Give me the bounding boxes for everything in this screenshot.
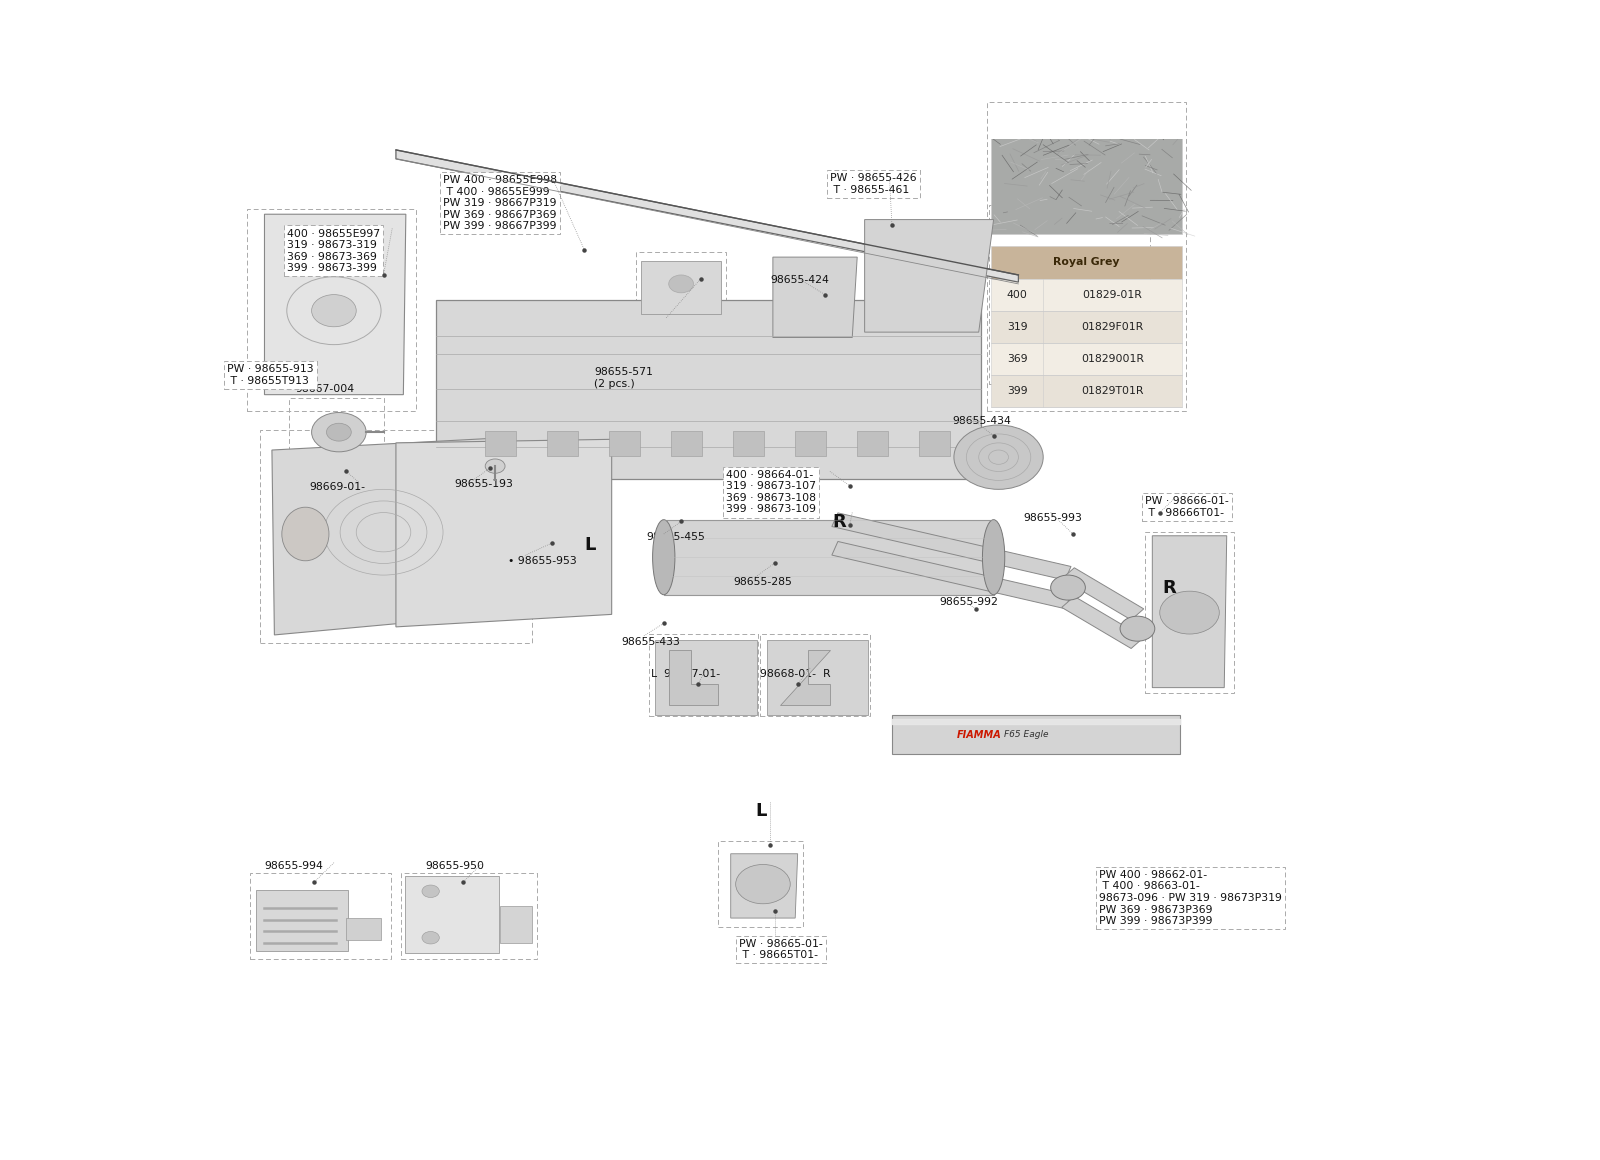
Text: 98669-01-: 98669-01-	[309, 483, 365, 492]
FancyBboxPatch shape	[547, 432, 578, 456]
Text: L: L	[584, 536, 595, 553]
Text: R: R	[832, 513, 846, 530]
FancyBboxPatch shape	[733, 432, 765, 456]
Text: 98655-285: 98655-285	[733, 577, 792, 587]
FancyBboxPatch shape	[435, 300, 981, 479]
Circle shape	[669, 275, 693, 292]
Text: 98655-992: 98655-992	[939, 596, 998, 607]
Text: L  98667-01-: L 98667-01-	[651, 669, 720, 679]
Circle shape	[312, 413, 366, 451]
FancyBboxPatch shape	[990, 375, 1182, 407]
FancyBboxPatch shape	[485, 432, 517, 456]
Polygon shape	[395, 440, 611, 626]
Polygon shape	[832, 542, 1070, 609]
Text: PW · 98665-01-
 T · 98665T01-: PW · 98665-01- T · 98665T01-	[739, 938, 822, 960]
FancyBboxPatch shape	[990, 311, 1182, 343]
Circle shape	[422, 885, 440, 898]
Polygon shape	[264, 215, 406, 394]
Polygon shape	[395, 150, 1019, 282]
Ellipse shape	[653, 520, 675, 595]
Circle shape	[736, 864, 790, 904]
Text: 98655-193: 98655-193	[454, 479, 514, 488]
Circle shape	[1160, 592, 1219, 635]
FancyBboxPatch shape	[795, 432, 826, 456]
Circle shape	[422, 931, 440, 944]
Text: 98655-571
(2 pcs.): 98655-571 (2 pcs.)	[594, 367, 653, 389]
Text: 399: 399	[1006, 386, 1027, 396]
FancyBboxPatch shape	[766, 640, 869, 716]
Text: 98667-004: 98667-004	[296, 384, 355, 394]
Ellipse shape	[282, 507, 330, 560]
Text: PW · 98655-426
 T · 98655-461: PW · 98655-426 T · 98655-461	[830, 173, 917, 195]
FancyBboxPatch shape	[990, 246, 1182, 278]
FancyBboxPatch shape	[501, 906, 533, 943]
Text: 01829-01R: 01829-01R	[1083, 290, 1142, 299]
Text: PW · 98655-913
 T · 98655T913: PW · 98655-913 T · 98655T913	[227, 364, 314, 386]
Text: L: L	[755, 802, 766, 820]
Text: F65 Eagle: F65 Eagle	[1003, 730, 1048, 739]
FancyBboxPatch shape	[918, 432, 950, 456]
FancyBboxPatch shape	[990, 343, 1182, 375]
Text: 369: 369	[1006, 354, 1027, 364]
Polygon shape	[669, 650, 718, 705]
Text: 98655-434: 98655-434	[952, 416, 1011, 426]
FancyBboxPatch shape	[642, 261, 720, 314]
Text: 98655-993: 98655-993	[1024, 513, 1082, 522]
Text: 98655-994: 98655-994	[264, 861, 323, 871]
Circle shape	[485, 459, 506, 473]
FancyBboxPatch shape	[990, 93, 1182, 234]
FancyBboxPatch shape	[405, 876, 499, 952]
Text: PW 400 · 98655E998
 T 400 · 98655E999
PW 319 · 98667P319
PW 369 · 98667P369
PW 3: PW 400 · 98655E998 T 400 · 98655E999 PW …	[443, 175, 557, 231]
FancyBboxPatch shape	[858, 432, 888, 456]
Polygon shape	[891, 716, 1179, 754]
Text: 98668-01-  R: 98668-01- R	[760, 669, 830, 679]
Polygon shape	[864, 219, 994, 332]
Text: PW 400 · 98662-01-
 T 400 · 98663-01-
98673-096 · PW 319 · 98673P319
PW 369 · 98: PW 400 · 98662-01- T 400 · 98663-01- 986…	[1099, 870, 1282, 926]
Polygon shape	[664, 520, 994, 595]
Text: 01829001R: 01829001R	[1082, 354, 1144, 364]
Text: 400 · 98655E997
319 · 98673-319
369 · 98673-369
399 · 98673-399: 400 · 98655E997 319 · 98673-319 369 · 98…	[286, 229, 379, 274]
Text: 400 · 98664-01-
319 · 98673-107
369 · 98673-108
399 · 98673-109: 400 · 98664-01- 319 · 98673-107 369 · 98…	[726, 470, 816, 515]
Polygon shape	[832, 513, 1070, 580]
Polygon shape	[1062, 596, 1144, 648]
Polygon shape	[1062, 567, 1144, 619]
Text: R: R	[1162, 579, 1176, 596]
FancyBboxPatch shape	[990, 278, 1182, 311]
Text: 01829T01R: 01829T01R	[1082, 386, 1144, 396]
FancyBboxPatch shape	[610, 432, 640, 456]
Polygon shape	[731, 854, 798, 918]
Circle shape	[954, 425, 1043, 490]
Text: 98655-455: 98655-455	[646, 532, 706, 542]
Text: 98655-424: 98655-424	[771, 275, 829, 285]
Polygon shape	[773, 258, 858, 338]
Polygon shape	[781, 650, 830, 705]
Circle shape	[312, 295, 357, 327]
Text: 01829F01R: 01829F01R	[1082, 321, 1144, 332]
Polygon shape	[272, 437, 517, 635]
FancyBboxPatch shape	[672, 432, 702, 456]
Text: PW · 98666-01-
 T · 98666T01-: PW · 98666-01- T · 98666T01-	[1146, 496, 1229, 519]
Text: 319: 319	[1006, 321, 1027, 332]
Text: 98655-950: 98655-950	[426, 861, 485, 871]
Text: • 98655-953: • 98655-953	[507, 557, 576, 566]
Text: 400: 400	[1006, 290, 1027, 299]
Text: FIAMMA: FIAMMA	[957, 730, 1002, 740]
Ellipse shape	[982, 520, 1005, 595]
FancyBboxPatch shape	[346, 918, 381, 940]
Circle shape	[1120, 616, 1155, 641]
Text: 98655-433: 98655-433	[621, 637, 680, 647]
FancyBboxPatch shape	[256, 891, 347, 951]
Text: Royal Grey: Royal Grey	[1053, 258, 1120, 268]
Circle shape	[1051, 575, 1085, 600]
FancyBboxPatch shape	[654, 640, 757, 716]
Circle shape	[326, 423, 352, 441]
Polygon shape	[1152, 536, 1227, 688]
